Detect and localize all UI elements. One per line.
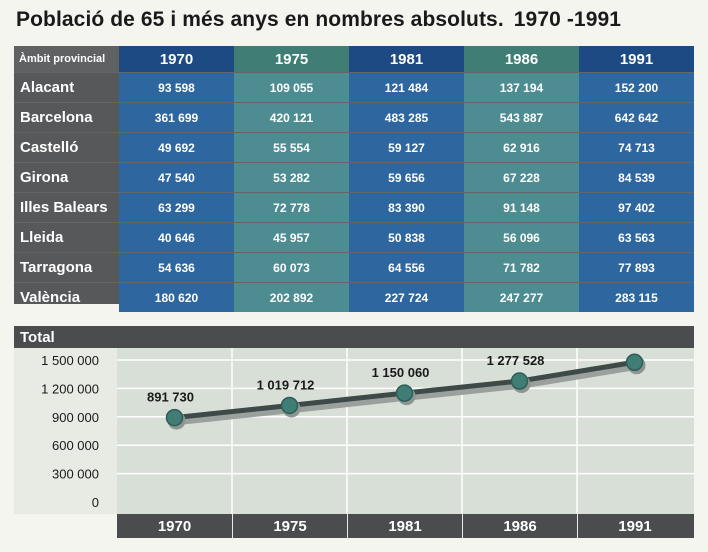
row-province-label: Lleida: [20, 229, 64, 246]
table-cell: 64 556: [349, 253, 464, 282]
table-row: Castelló 49 692 55 554 59 127 62 916 74 713: [14, 132, 694, 162]
x-tick-label: 1981: [347, 514, 462, 538]
table-cell: 227 724: [349, 283, 464, 312]
table-cell: 63 563: [579, 223, 694, 252]
row-province-label: Alacant: [20, 79, 75, 96]
data-label: 1 150 060: [372, 365, 430, 380]
total-line-chart: 0 300 000 600 000 900 000 1 200 000 1 500 000…: [41, 348, 694, 514]
x-tick-label: 1975: [232, 514, 347, 538]
table-row: València 180 620 202 892 227 724 247 277 283 …: [14, 282, 694, 312]
table-cell: 283 115: [579, 283, 694, 312]
title-text: Població de 65 i més anys en nombres abs…: [16, 8, 504, 31]
header-year: 1986: [464, 46, 579, 72]
table-cell: 83 390: [349, 193, 464, 222]
y-tick-label: 300 000: [52, 467, 99, 482]
data-label: 891 730: [147, 390, 194, 405]
table-cell: 54 636: [119, 253, 234, 282]
table-cell: 93 598: [119, 73, 234, 102]
table-cell: 137 194: [464, 73, 579, 102]
total-chart-title: Total: [20, 328, 55, 346]
table-cell: 483 285: [349, 103, 464, 132]
population-table: Àmbit provincial 1970 1975 1981 1986 199…: [14, 46, 694, 312]
y-tick-label: 900 000: [52, 410, 99, 425]
total-chart-header: Total: [14, 326, 694, 348]
row-province-label: Tarragona: [20, 259, 93, 276]
total-chart: 0 300 000 600 000 900 000 1 200 000 1 500 000…: [14, 348, 694, 514]
y-tick-label: 1 500 000: [41, 353, 99, 368]
y-tick-label: 600 000: [52, 438, 99, 453]
table-cell: 121 484: [349, 73, 464, 102]
x-tick-label: 1986: [462, 514, 577, 538]
data-label: 1 476 067: [602, 348, 660, 349]
data-point: [165, 408, 184, 427]
data-point: [395, 384, 414, 402]
table-cell: 62 916: [464, 133, 579, 162]
table-cell: 55 554: [234, 133, 349, 162]
table-row: Illes Balears 63 299 72 778 83 390 91 148 97 …: [14, 192, 694, 222]
page-title: Població de 65 i més anys en nombres abs…: [16, 8, 621, 32]
row-province-label: Castelló: [20, 139, 79, 156]
x-axis: 1970 1975 1981 1986 1991: [117, 514, 694, 538]
header-year: 1991: [579, 46, 694, 72]
table-row: Alacant 93 598 109 055 121 484 137 194 152 20…: [14, 72, 694, 102]
table-cell: 420 121: [234, 103, 349, 132]
table-cell: 40 646: [119, 223, 234, 252]
table-cell: 74 713: [579, 133, 694, 162]
x-tick-label: 1991: [577, 514, 692, 538]
table-row: Barcelona 361 699 420 121 483 285 543 887 642…: [14, 102, 694, 132]
x-tick-label: 1970: [157, 517, 192, 535]
table-cell: 63 299: [119, 193, 234, 222]
table-cell: 59 656: [349, 163, 464, 192]
data-point: [625, 353, 644, 372]
table-cell: 53 282: [234, 163, 349, 192]
table-row: Tarragona 54 636 60 073 64 556 71 782 77 893: [14, 252, 694, 282]
table-cell: 152 200: [579, 73, 694, 102]
table-cell: 60 073: [234, 253, 349, 282]
table-row: Lleida 40 646 45 957 50 838 56 096 63 563: [14, 222, 694, 252]
table-cell: 50 838: [349, 223, 464, 252]
header-province-label: Àmbit provincial: [14, 46, 119, 72]
header-year: 1975: [234, 46, 349, 72]
table-cell: 109 055: [234, 73, 349, 102]
table-cell: 543 887: [464, 103, 579, 132]
table-cell: 72 778: [234, 193, 349, 222]
table-cell: 247 277: [464, 283, 579, 312]
table-cell: 361 699: [119, 103, 234, 132]
table-cell: 67 228: [464, 163, 579, 192]
table-cell: 180 620: [119, 283, 234, 312]
header-year: 1970: [119, 46, 234, 72]
table-header: Àmbit provincial 1970 1975 1981 1986 199…: [14, 46, 694, 72]
y-tick-label: 1 200 000: [41, 381, 99, 396]
table-cell: 71 782: [464, 253, 579, 282]
table-cell: 49 692: [119, 133, 234, 162]
table-cell: 642 642: [579, 103, 694, 132]
table-cell: 59 127: [349, 133, 464, 162]
row-province-label: Girona: [20, 169, 69, 186]
table-cell: 84 539: [579, 163, 694, 192]
y-tick-label: 0: [92, 495, 99, 510]
row-province-label: Illes Balears: [20, 199, 108, 216]
data-point: [510, 372, 529, 390]
table-body: Alacant 93 598 109 055 121 484 137 194 152 20…: [14, 72, 694, 312]
table-cell: 47 540: [119, 163, 234, 192]
table-cell: 202 892: [234, 283, 349, 312]
row-province-label: Barcelona: [20, 109, 93, 126]
data-point: [280, 396, 299, 415]
row-province-label: València: [20, 289, 81, 306]
table-cell: 45 957: [234, 223, 349, 252]
header-year: 1981: [349, 46, 464, 72]
table-cell: 91 148: [464, 193, 579, 222]
table-cell: 77 893: [579, 253, 694, 282]
data-label: 1 277 528: [487, 353, 545, 368]
data-label: 1 019 712: [257, 377, 315, 392]
table-row: Girona 47 540 53 282 59 656 67 228 84 539: [14, 162, 694, 192]
title-years: 1970 -1991: [513, 8, 622, 31]
table-cell: 97 402: [579, 193, 694, 222]
table-cell: 56 096: [464, 223, 579, 252]
